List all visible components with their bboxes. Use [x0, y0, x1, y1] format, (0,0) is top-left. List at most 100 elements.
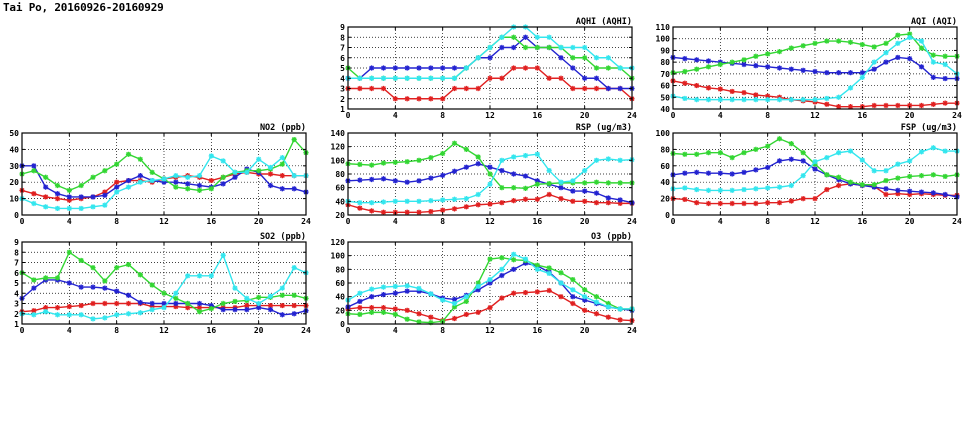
- no2-series-blue-point: [279, 186, 285, 192]
- no2-series-cyan-point: [102, 202, 108, 208]
- so2-series-blue-point: [137, 299, 143, 306]
- fsp-series-blue-point: [694, 169, 700, 175]
- no2-ytick-label: 40: [9, 145, 19, 154]
- o3-series-green-point: [511, 257, 517, 263]
- o3-xtick-label: 24: [627, 326, 637, 335]
- o3-xtick-label: 0: [346, 326, 351, 335]
- aqi-series-blue-point: [682, 56, 688, 62]
- aqhi-series-red-point: [582, 85, 588, 92]
- fsp-series-green-point: [788, 141, 794, 147]
- rsp-series-red-point: [511, 198, 517, 204]
- aqhi-series-green-point: [522, 44, 529, 51]
- aqi-series-green-point: [895, 32, 901, 38]
- rsp-series-green-point: [499, 185, 505, 191]
- no2-title: NO2 (ppb): [260, 123, 306, 133]
- aqi-series-blue-point: [753, 63, 759, 69]
- rsp-series-blue-point: [522, 173, 529, 179]
- so2-series-green-point: [256, 294, 262, 300]
- aqhi-series-cyan-point: [487, 44, 493, 51]
- no2-ytick-label: 30: [9, 162, 19, 171]
- aqhi-series-red-point: [463, 85, 469, 92]
- aqhi-series-red-point: [522, 65, 529, 71]
- aqi-series-cyan-point: [918, 38, 925, 44]
- so2-series-blue-point: [196, 300, 203, 307]
- no2-xtick-label: 0: [20, 217, 25, 226]
- fsp-series-cyan-point: [694, 186, 700, 193]
- no2-series-blue-point: [54, 191, 61, 197]
- no2-series-cyan-point: [208, 153, 214, 159]
- fsp-ytick-label: 60: [660, 162, 670, 171]
- rsp-series-red-point: [534, 196, 540, 202]
- so2-series-cyan-point: [196, 273, 203, 279]
- aqi-series-red-point: [682, 80, 688, 86]
- aqi-series-green-point: [800, 43, 806, 49]
- aqi-series-green-point: [694, 66, 700, 72]
- so2-series-green-point: [102, 278, 108, 284]
- fsp-series-red-point: [741, 200, 747, 207]
- aqi-series-blue-point: [930, 74, 936, 80]
- so2-series-cyan-point: [149, 307, 155, 313]
- o3-series-red-point: [499, 295, 505, 301]
- aqi-series-red-point: [753, 92, 759, 98]
- so2-series-red-point: [125, 300, 132, 307]
- aqi-series-green-point: [729, 59, 735, 65]
- fsp-series-blue-point: [918, 189, 925, 195]
- so2-series-red-point: [66, 303, 72, 310]
- o3-series-red-point: [369, 305, 375, 311]
- rsp-series-green-point: [475, 154, 481, 160]
- o3-series-red-point: [511, 290, 517, 296]
- aqhi-series-cyan-point: [546, 34, 552, 40]
- o3-title: O3 (ppb): [591, 232, 632, 242]
- aqhi-ytick-label: 8: [340, 33, 345, 42]
- fsp-series-cyan-point: [800, 173, 806, 179]
- o3-series-green-point: [499, 255, 505, 261]
- o3-xtick-label: 12: [485, 326, 495, 335]
- o3-series-red-point: [404, 307, 410, 313]
- fsp-series-red-point: [682, 196, 688, 203]
- aqi-ytick-label: 40: [660, 105, 670, 114]
- aqhi-series-blue-point: [593, 75, 600, 81]
- aqi-series-cyan-point: [717, 97, 723, 103]
- so2-series-red-point: [196, 305, 203, 311]
- no2-series-red-point: [31, 191, 37, 197]
- aqi-series-blue-point: [847, 70, 854, 76]
- so2-series-red-point: [149, 303, 155, 310]
- aqhi-series-green-point: [570, 55, 576, 61]
- no2-series-blue-point: [196, 182, 203, 189]
- o3-series-blue-point: [511, 266, 517, 272]
- no2-series-red-point: [43, 194, 49, 200]
- no2-series-cyan-point: [66, 205, 72, 212]
- no2-series-green-point: [137, 156, 143, 162]
- fsp-series-green-point: [859, 182, 865, 188]
- rsp-series-cyan-point: [593, 157, 600, 163]
- o3-series-blue-point: [380, 292, 387, 298]
- rsp-xtick-label: 4: [393, 217, 398, 226]
- aqhi-series-green-point: [511, 34, 517, 40]
- aqhi-series-cyan-point: [475, 55, 481, 61]
- rsp-series-blue-point: [440, 172, 446, 178]
- rsp-series-green-point: [369, 162, 375, 168]
- no2-series-cyan-point: [54, 205, 61, 212]
- aqi-ytick-label: 60: [660, 82, 670, 91]
- rsp-series-cyan-point: [487, 181, 493, 187]
- aqi-series-cyan-point: [836, 94, 842, 100]
- so2-series-red-point: [43, 305, 49, 311]
- o3-series-cyan-point: [428, 291, 434, 297]
- fsp-series-blue-point: [729, 171, 735, 177]
- rsp-ytick-label: 60: [335, 184, 345, 193]
- rsp-series-cyan-point: [534, 151, 540, 157]
- rsp-series-red-point: [605, 200, 611, 206]
- aqhi-series-blue-point: [570, 65, 576, 71]
- so2-series-green-point: [232, 298, 238, 305]
- no2-series-cyan-point: [232, 169, 238, 175]
- aqi-series-green-point: [836, 38, 842, 44]
- o3-series-cyan-point: [534, 266, 540, 272]
- rsp-series-green-point: [440, 150, 446, 157]
- fsp-series-cyan-point: [812, 159, 818, 165]
- so2-xtick-label: 24: [301, 326, 311, 335]
- so2-series-blue-point: [114, 288, 120, 294]
- aqhi-series-blue-point: [440, 65, 446, 71]
- aqhi-series-cyan-point: [357, 75, 363, 81]
- so2-series-blue-point: [279, 312, 285, 318]
- aqhi-series-blue-point: [428, 65, 434, 71]
